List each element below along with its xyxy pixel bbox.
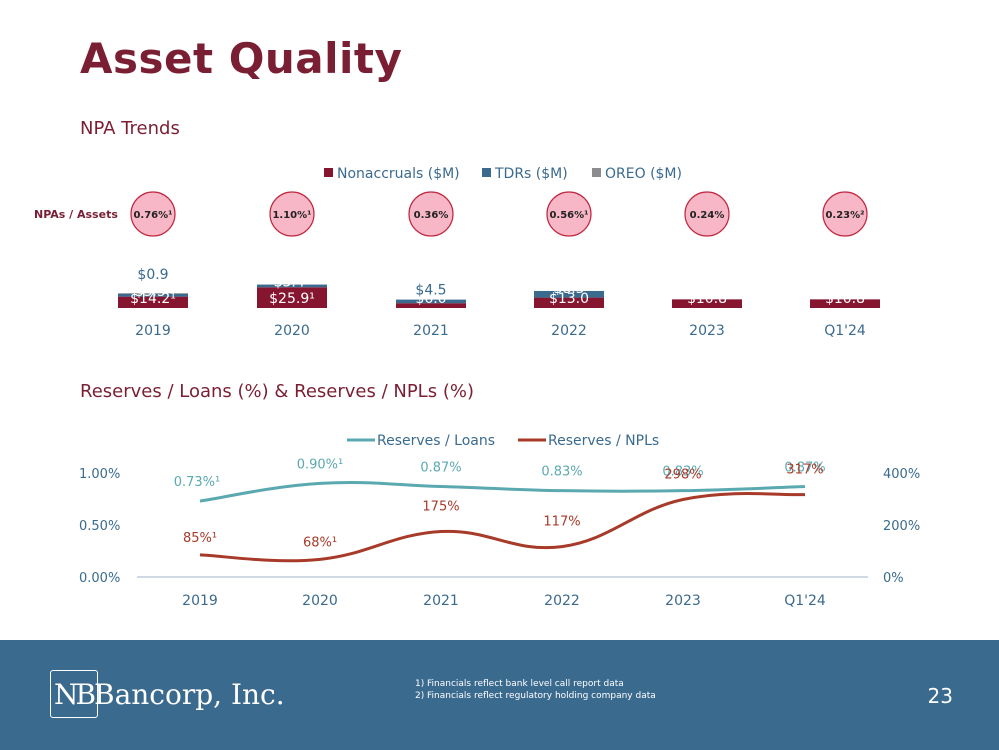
page-title: Asset Quality	[80, 34, 403, 83]
logo-mark-box	[50, 670, 98, 718]
page-number: 23	[927, 684, 953, 708]
npa-section-title: NPA Trends	[80, 118, 180, 139]
legend-label: TDRs ($M)	[494, 166, 568, 182]
category-label: 2021	[413, 323, 449, 339]
ratio-label: 0.36%	[414, 210, 449, 221]
category-label: 2020	[302, 593, 338, 609]
bar-value-label: $6.0	[415, 291, 446, 307]
bar-segment	[396, 299, 466, 304]
reserves-section-title: Reserves / Loans (%) & Reserves / NPLs (…	[80, 381, 474, 402]
data-label: 317%	[786, 463, 823, 478]
bar-value-label: $10.8	[825, 291, 865, 307]
ratio-label: 0.23%²	[825, 210, 864, 221]
bar-segment	[534, 297, 604, 308]
bar-value-label: $3.4¹	[274, 275, 311, 291]
npa-chart: Nonaccruals ($M) TDRs ($M) OREO ($M) NPAs /…	[34, 166, 880, 339]
bar-value-label: $4.5	[415, 283, 446, 299]
data-label: 0.83%	[541, 465, 582, 480]
legend-label: Nonaccruals ($M)	[337, 166, 460, 182]
bar-segment	[257, 284, 327, 288]
ratio-bubble	[822, 191, 868, 237]
data-label: 298%	[664, 468, 701, 483]
category-label: 2020	[274, 323, 310, 339]
footnote-1: 1) Financials reflect bank level call rep…	[415, 679, 624, 689]
bar-segment	[534, 290, 604, 298]
bar-value-label: $14.2¹	[130, 291, 176, 307]
category-label: Q1'24	[824, 323, 866, 339]
ratio-label: 0.56%¹	[549, 210, 588, 221]
legend-swatch	[592, 168, 601, 177]
legend-label: Reserves / NPLs	[548, 433, 659, 449]
legend-swatch	[324, 168, 333, 177]
bar-value-label: $8.3	[553, 281, 584, 297]
category-label: 2019	[135, 323, 171, 339]
data-label: 0.90%¹	[297, 457, 344, 472]
data-label: 0.73%¹	[174, 475, 221, 490]
right-axis-tick: 0%	[883, 571, 904, 586]
category-label: Q1'24	[784, 593, 826, 609]
data-label: 0.87%	[784, 461, 825, 476]
bar-segment	[118, 296, 188, 308]
series-line	[199, 480, 806, 503]
category-label: 2022	[551, 323, 587, 339]
data-label: 0.87%	[420, 461, 461, 476]
bar-segment	[118, 293, 188, 294]
category-label: 2023	[665, 593, 701, 609]
bar-segment	[810, 299, 880, 308]
logo-text: Bancorp, Inc.	[94, 678, 285, 711]
ratio-bubble	[684, 191, 730, 237]
data-label: 85%¹	[183, 531, 217, 546]
bar-value-label: $0.9	[137, 267, 168, 283]
ratio-label: 1.10%¹	[272, 210, 311, 221]
footer: NB Bancorp, Inc. 1) Financials reflect ba…	[0, 640, 999, 750]
reserves-chart: 0.00% 0.50% 1.00% 0% 200% 400% 2019 2020 2021 202…	[79, 433, 920, 609]
left-axis-tick: 1.00%	[79, 467, 120, 482]
bar-value-label: $10.8	[687, 291, 727, 307]
npa-row-label: NPAs / Assets	[34, 208, 118, 221]
ratio-label: 0.76%¹	[133, 210, 172, 221]
bar-value-label: $3.5¹	[135, 284, 172, 300]
left-axis-tick: 0.50%	[79, 519, 120, 534]
right-axis-tick: 400%	[883, 467, 920, 482]
data-label: 117%	[543, 515, 580, 530]
footnote-2: 2) Financials reflect regulatory holding …	[415, 691, 656, 701]
bar-segment	[396, 303, 466, 308]
data-label: 68%¹	[303, 535, 337, 550]
bar-value-label: $25.9¹	[269, 291, 315, 307]
bar-segment	[118, 293, 188, 297]
logo-mark: NB	[54, 678, 96, 711]
legend-swatch	[482, 168, 491, 177]
bar-segment	[257, 287, 327, 308]
ratio-label: 0.24%	[690, 210, 725, 221]
footnotes: 1) Financials reflect bank level call rep…	[415, 678, 656, 702]
ratio-bubble	[130, 191, 176, 237]
ratio-bubble	[269, 191, 315, 237]
category-label: 2019	[182, 593, 218, 609]
legend-label: Reserves / Loans	[377, 433, 495, 449]
ratio-bubble	[546, 191, 592, 237]
data-label: 175%	[422, 500, 459, 515]
ratio-bubble	[408, 191, 454, 237]
category-label: 2022	[544, 593, 580, 609]
category-label: 2023	[689, 323, 725, 339]
legend-label: OREO ($M)	[605, 166, 682, 182]
series-line	[199, 492, 806, 563]
bar-value-label: $13.0	[549, 291, 589, 307]
bar-segment	[672, 299, 742, 308]
category-label: 2021	[423, 593, 459, 609]
left-axis-tick: 0.00%	[79, 571, 120, 586]
data-label: 0.83%	[662, 465, 703, 480]
right-axis-tick: 200%	[883, 519, 920, 534]
